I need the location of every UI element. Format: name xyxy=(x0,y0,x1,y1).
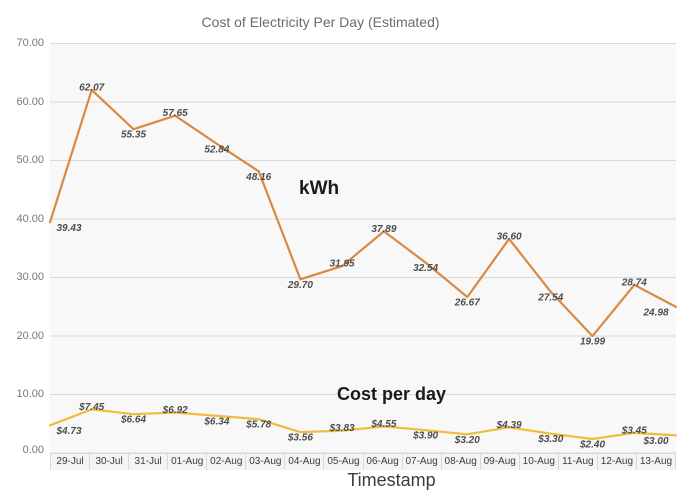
svg-text:29.70: 29.70 xyxy=(287,280,313,291)
svg-text:$6.64: $6.64 xyxy=(120,415,146,426)
svg-text:$3.56: $3.56 xyxy=(287,433,313,444)
svg-text:52.84: 52.84 xyxy=(204,144,229,155)
svg-text:27.54: 27.54 xyxy=(537,292,563,303)
svg-text:39.43: 39.43 xyxy=(56,223,81,234)
svg-text:$4.73: $4.73 xyxy=(55,426,81,437)
svg-text:19.99: 19.99 xyxy=(580,337,605,348)
svg-text:$5.78: $5.78 xyxy=(245,420,271,431)
svg-text:$4.55: $4.55 xyxy=(370,419,396,430)
svg-text:32.54: 32.54 xyxy=(413,263,438,274)
svg-text:$3.83: $3.83 xyxy=(329,423,355,434)
svg-text:$3.00: $3.00 xyxy=(642,436,668,447)
svg-text:55.35: 55.35 xyxy=(121,130,146,141)
svg-text:62.07: 62.07 xyxy=(79,82,104,93)
svg-text:$2.40: $2.40 xyxy=(579,440,605,451)
svg-text:26.67: 26.67 xyxy=(454,298,480,309)
svg-text:28.74: 28.74 xyxy=(621,277,647,288)
svg-text:36.60: 36.60 xyxy=(497,231,522,242)
svg-text:24.98: 24.98 xyxy=(642,307,668,318)
svg-text:$6.34: $6.34 xyxy=(203,416,229,427)
svg-text:$4.39: $4.39 xyxy=(496,420,522,431)
svg-text:37.89: 37.89 xyxy=(371,224,396,235)
svg-text:$7.45: $7.45 xyxy=(78,402,104,413)
svg-text:48.16: 48.16 xyxy=(245,172,271,183)
svg-text:$6.92: $6.92 xyxy=(162,405,188,416)
svg-text:$3.45: $3.45 xyxy=(621,425,647,436)
svg-text:57.65: 57.65 xyxy=(163,108,188,119)
svg-text:$3.90: $3.90 xyxy=(412,431,438,442)
svg-text:$3.20: $3.20 xyxy=(454,435,480,446)
svg-text:$3.30: $3.30 xyxy=(537,434,563,445)
svg-text:31.95: 31.95 xyxy=(330,259,355,270)
